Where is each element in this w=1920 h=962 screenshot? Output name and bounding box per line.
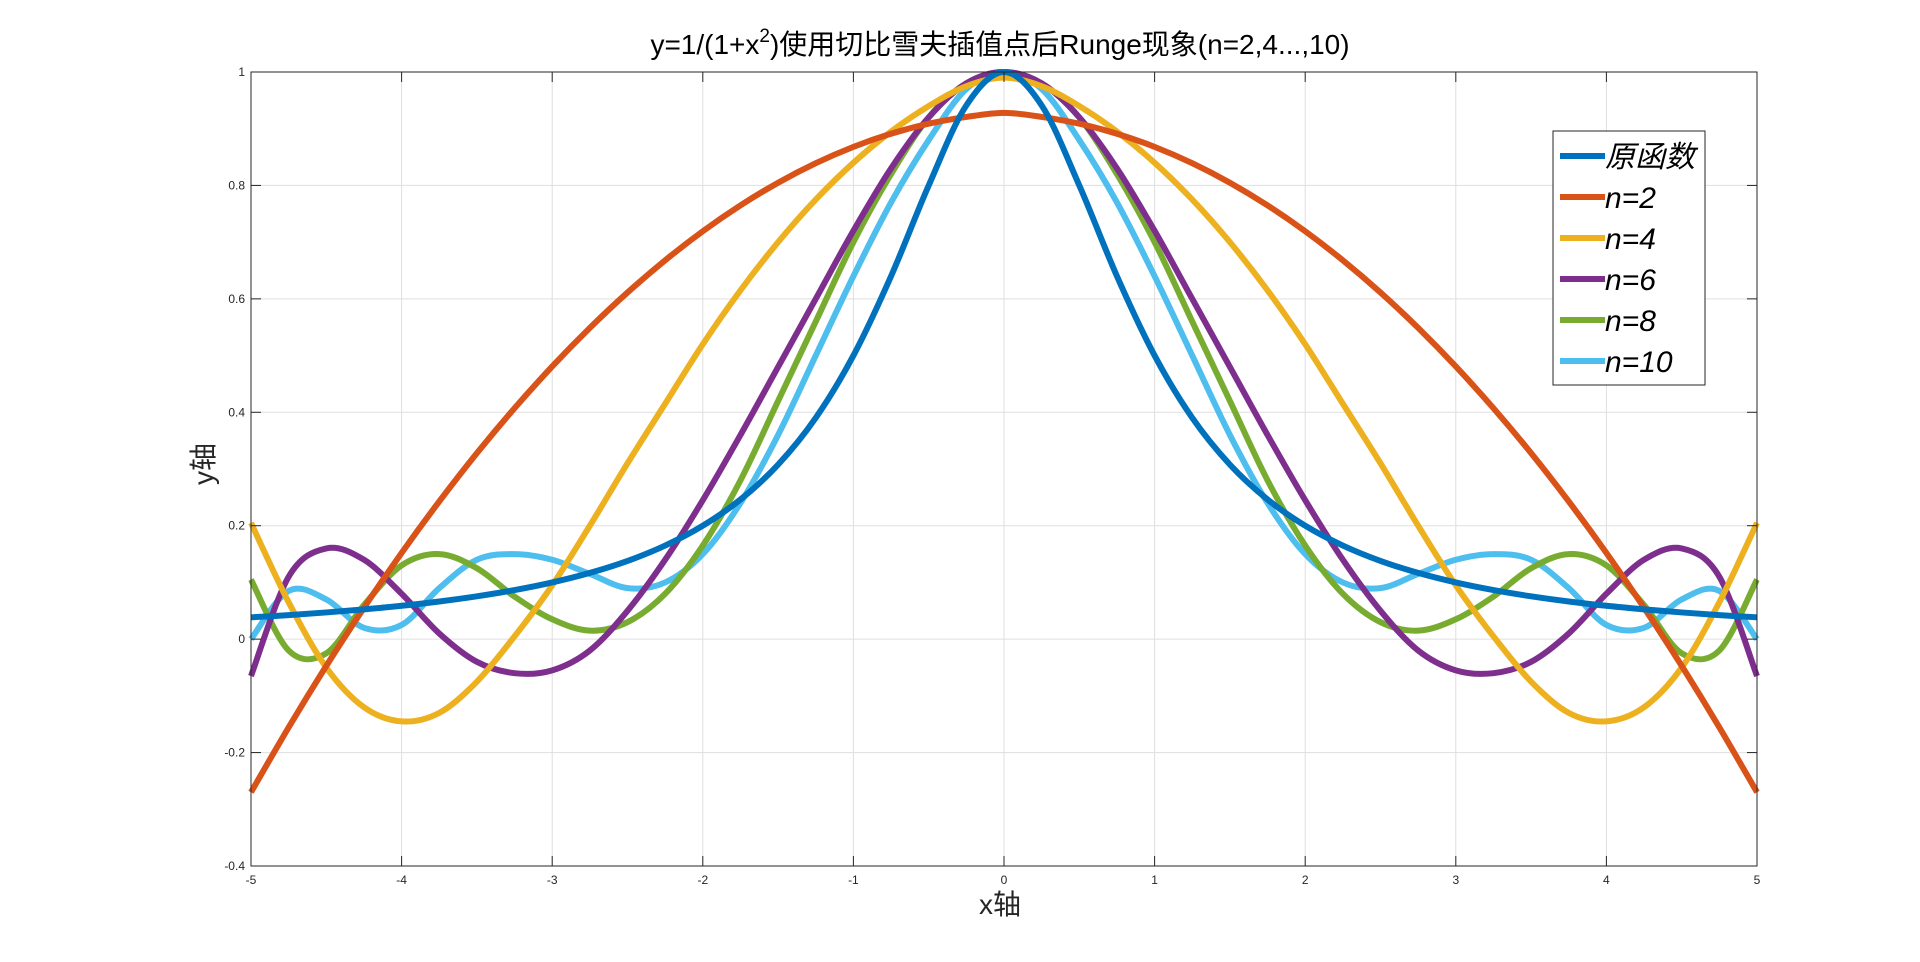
y-tick-label: 0.4 bbox=[228, 405, 245, 419]
y-tick-label: 0.6 bbox=[228, 292, 245, 306]
x-axis-label: x轴 bbox=[979, 889, 1021, 920]
y-tick-label: 0 bbox=[238, 632, 245, 646]
x-tick-label: 5 bbox=[1754, 873, 1761, 887]
y-tick-label: 0.8 bbox=[228, 178, 245, 192]
legend-box bbox=[1552, 130, 1706, 386]
chart-title: y=1/(1+x2)使用切比雪夫插值点后Runge现象(n=2,4...,10) bbox=[650, 26, 1349, 60]
x-tick-label: -3 bbox=[547, 873, 558, 887]
legend-label: n=4 bbox=[1605, 223, 1656, 256]
y-tick-label: 1 bbox=[238, 65, 245, 79]
legend-label: n=10 bbox=[1605, 346, 1673, 379]
x-tick-label: -4 bbox=[396, 873, 407, 887]
x-tick-label: 3 bbox=[1452, 873, 1459, 887]
x-tick-label: 0 bbox=[1001, 873, 1008, 887]
y-tick-label: -0.2 bbox=[224, 746, 245, 760]
x-tick-label: 2 bbox=[1302, 873, 1309, 887]
title-prefix: y=1/(1+x bbox=[650, 29, 759, 60]
legend-label: 原函数 bbox=[1605, 141, 1699, 174]
x-tick-label: 4 bbox=[1603, 873, 1610, 887]
y-tick-label: -0.4 bbox=[224, 859, 245, 873]
axes-box bbox=[250, 71, 1758, 867]
legend-label: n=6 bbox=[1605, 264, 1656, 297]
y-tick-label: 0.2 bbox=[228, 519, 245, 533]
axes: -5 -4 -3 -2 -1 0 1 2 3 4 5 -0.4 -0.2 0 0.2 0.4 0.6 0.8 1 bbox=[224, 65, 1760, 887]
legend-label: n=8 bbox=[1605, 305, 1656, 338]
x-tick-label: 1 bbox=[1151, 873, 1158, 887]
x-tick-label: -5 bbox=[246, 873, 257, 887]
y-axis-label: y轴 bbox=[188, 443, 219, 485]
x-tick-label: -2 bbox=[697, 873, 708, 887]
series-line-2 bbox=[248, 109, 1760, 794]
title-suffix: )使用切比雪夫插值点后Runge现象(n=2,4...,10) bbox=[770, 29, 1350, 60]
grid bbox=[250, 71, 1758, 867]
title-superscript: 2 bbox=[759, 26, 770, 47]
legend-label: n=2 bbox=[1605, 182, 1656, 215]
legend: 原函数 n=2 n=4 n=6 n=8 n=10 bbox=[1552, 130, 1706, 386]
x-tick-label: -1 bbox=[848, 873, 859, 887]
